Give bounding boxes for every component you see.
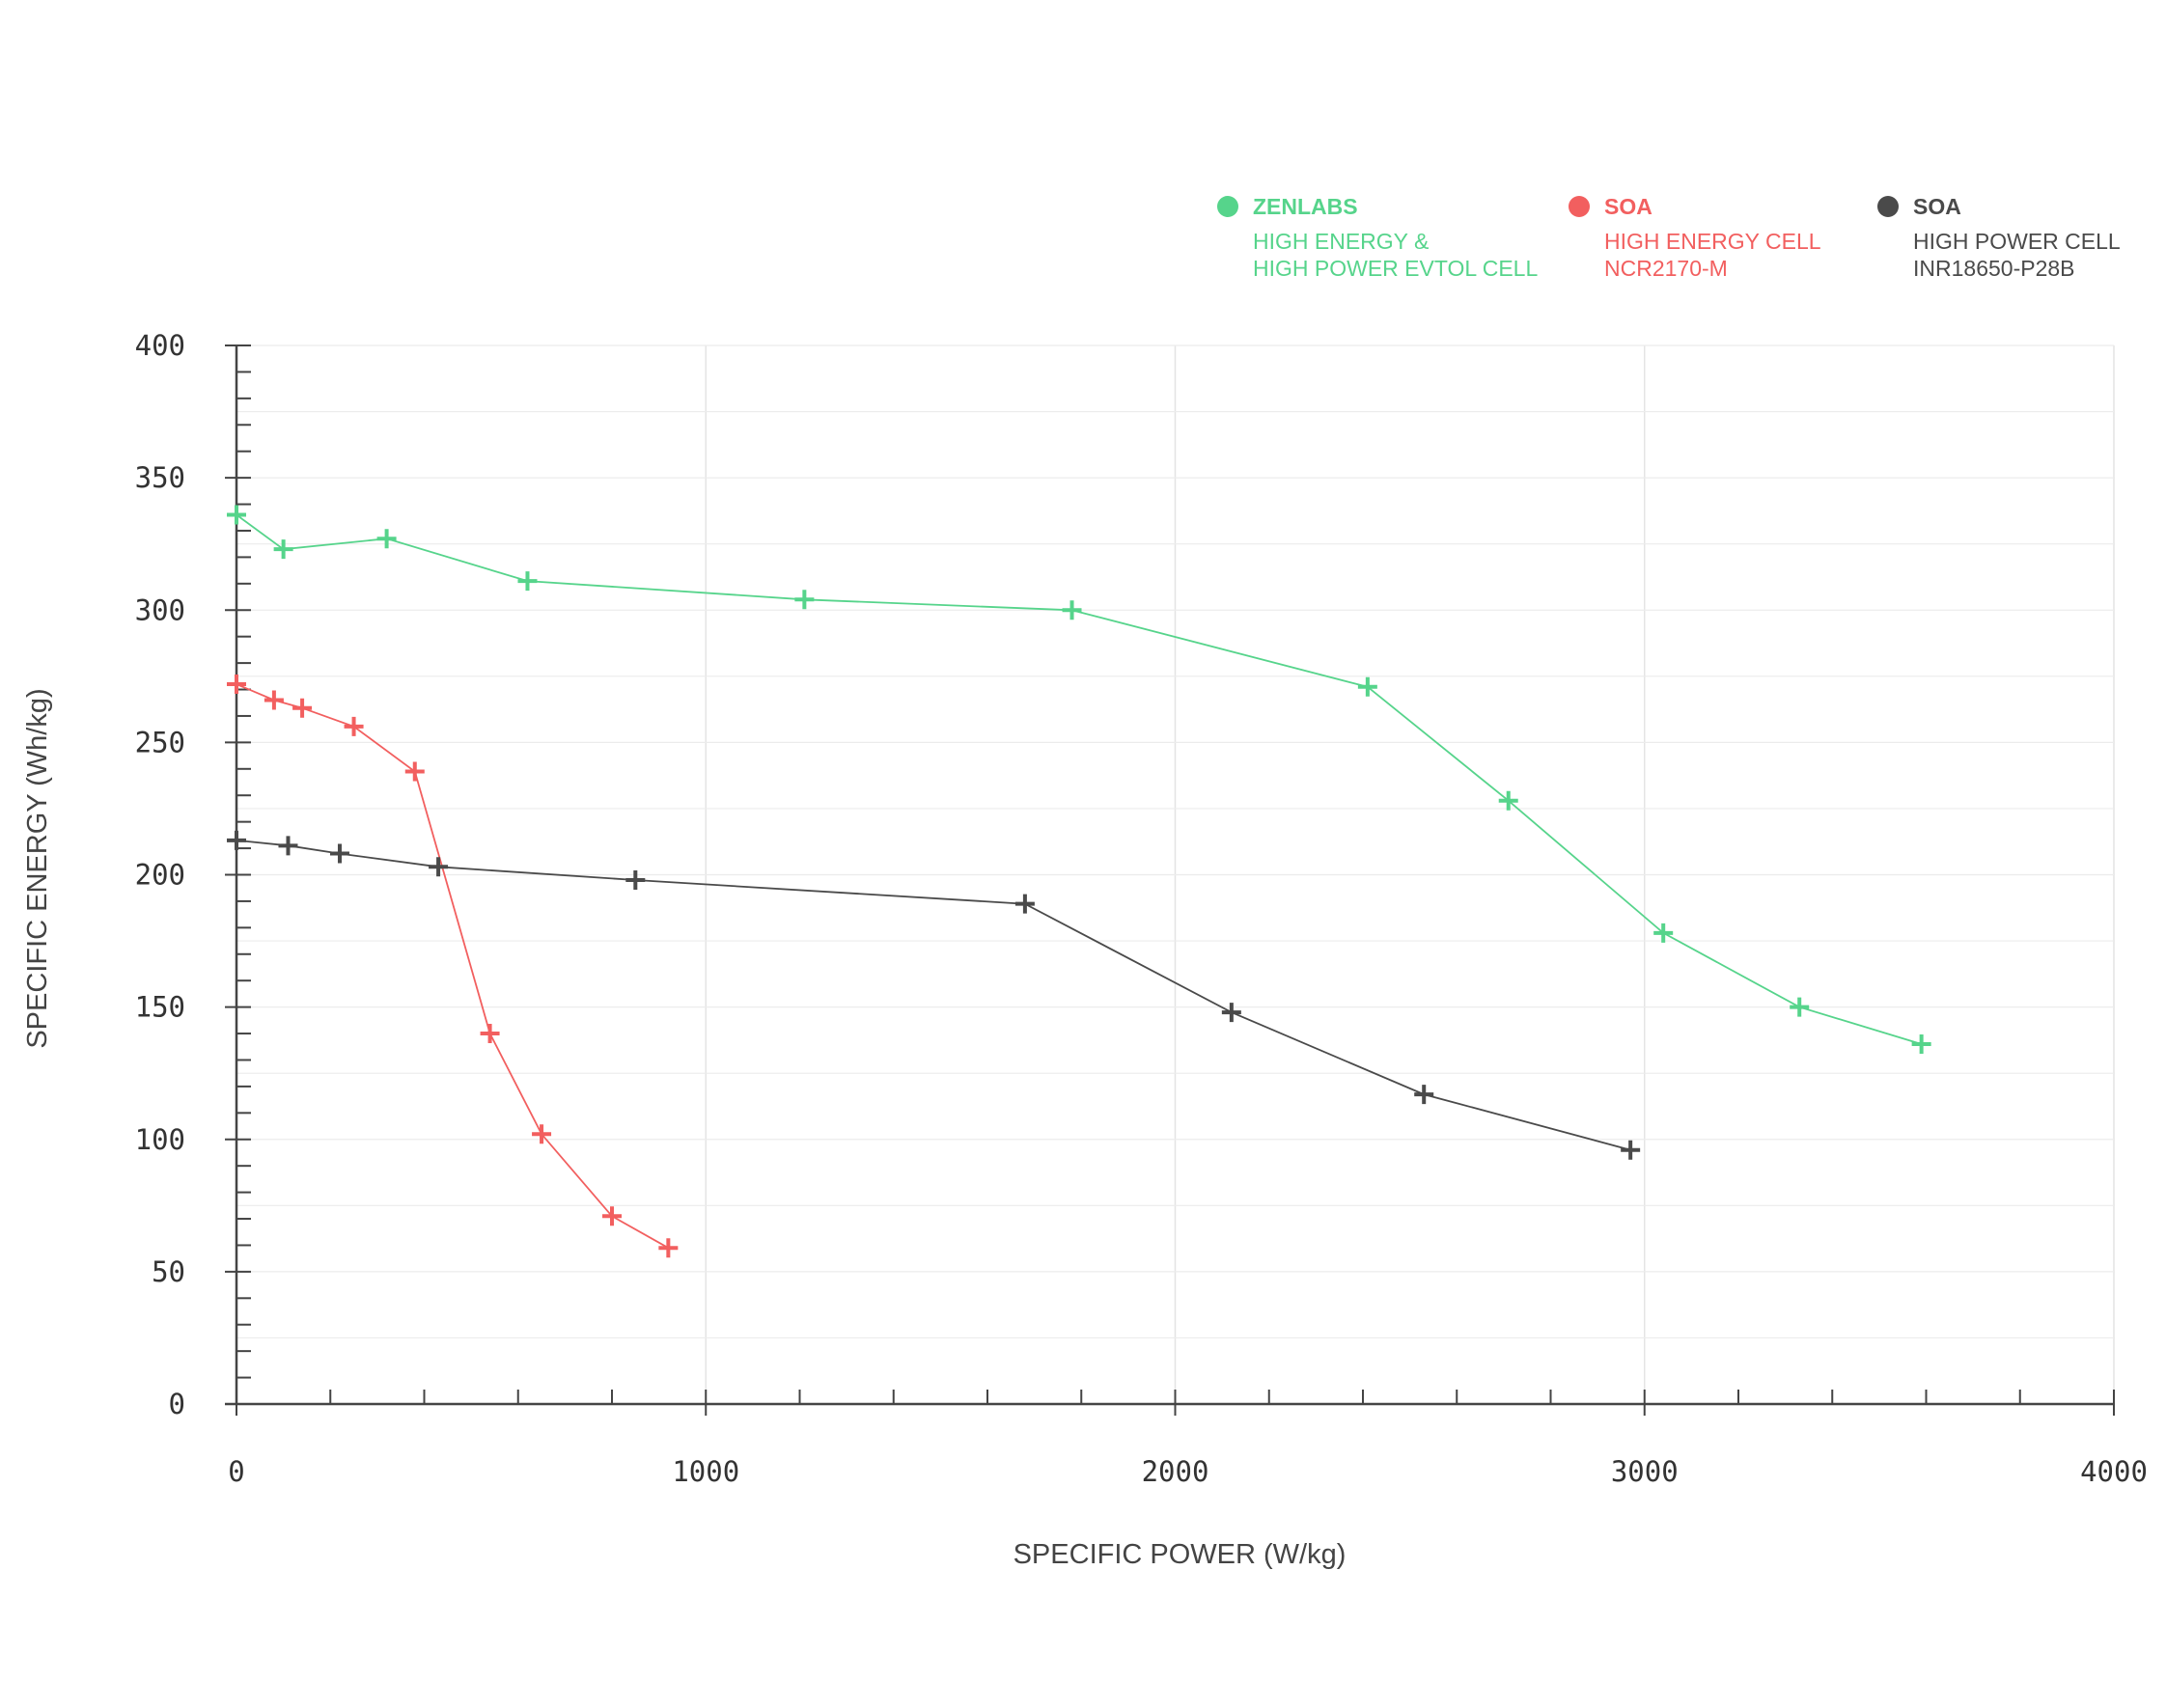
data-point-marker	[625, 869, 646, 890]
legend: ZENLABS HIGH ENERGY &HIGH POWER EVTOL CEL…	[1217, 194, 2121, 281]
data-point-marker	[794, 590, 815, 610]
series-line	[236, 513, 1922, 1045]
x-tick-label: 0	[228, 1455, 244, 1488]
y-tick-label: 100	[135, 1123, 185, 1156]
data-point-marker	[429, 857, 449, 877]
x-axis-label: SPECIFIC POWER (W/kg)	[1014, 1539, 1347, 1570]
data-point-marker	[273, 539, 293, 560]
legend-series-name: SOA	[1913, 194, 1961, 219]
series-line	[236, 683, 669, 1249]
data-point-marker	[480, 1024, 500, 1044]
data-point-marker	[227, 830, 246, 850]
data-point-marker	[658, 1238, 679, 1258]
y-axis-label: SPECIFIC ENERGY (Wh/kg)	[22, 688, 53, 1048]
legend-series-description: INR18650-P28B	[1913, 256, 2075, 281]
data-point-marker	[292, 698, 313, 718]
legend-series-name: SOA	[1604, 194, 1652, 219]
data-point-marker	[227, 505, 246, 525]
y-tick-label: 0	[169, 1388, 185, 1420]
axes	[225, 344, 2115, 1416]
legend-color-dot	[1569, 196, 1590, 217]
data-point-marker	[1221, 1003, 1241, 1023]
data-point-marker	[1062, 600, 1082, 620]
grid-lines	[236, 344, 2115, 1404]
data-point-marker	[278, 836, 298, 856]
data-point-marker	[264, 690, 284, 710]
y-tick-label: 300	[135, 593, 185, 626]
series-line	[236, 839, 1631, 1151]
series-group	[227, 505, 1931, 1258]
legend-series-description: HIGH POWER EVTOL CELL	[1253, 256, 1538, 281]
data-point-marker	[227, 675, 246, 695]
data-point-marker	[1790, 997, 1810, 1017]
y-tick-label: 250	[135, 726, 185, 758]
data-point-marker	[1911, 1034, 1931, 1055]
legend-series-name: ZENLABS	[1253, 194, 1358, 219]
data-point-marker	[404, 761, 425, 782]
data-point-marker	[532, 1124, 552, 1144]
legend-series-description: NCR2170-M	[1604, 256, 1728, 281]
x-tick-label: 1000	[672, 1455, 739, 1488]
data-point-marker	[1498, 790, 1518, 811]
data-point-marker	[517, 571, 538, 592]
data-point-marker	[1653, 923, 1674, 943]
data-point-marker	[602, 1206, 622, 1226]
legend-series-description: HIGH POWER CELL	[1913, 229, 2121, 254]
data-point-marker	[329, 843, 349, 864]
data-point-marker	[344, 716, 364, 736]
legend-color-dot	[1217, 196, 1238, 217]
series-3	[227, 830, 1641, 1160]
x-tick-label: 4000	[2080, 1455, 2148, 1488]
data-point-marker	[1014, 894, 1035, 914]
legend-series-description: HIGH ENERGY &	[1253, 229, 1429, 254]
series-1	[227, 505, 1931, 1055]
data-point-marker	[1357, 676, 1377, 697]
x-tick-label: 2000	[1142, 1455, 1209, 1488]
y-tick-label: 400	[135, 329, 185, 362]
x-tick-label: 3000	[1611, 1455, 1679, 1488]
y-tick-label: 50	[152, 1255, 185, 1288]
legend-series-description: HIGH ENERGY CELL	[1604, 229, 1821, 254]
data-point-marker	[1621, 1140, 1641, 1160]
y-tick-label: 200	[135, 859, 185, 892]
data-point-marker	[376, 529, 397, 549]
y-tick-label: 350	[135, 461, 185, 494]
y-tick-label: 150	[135, 991, 185, 1024]
legend-color-dot	[1877, 196, 1899, 217]
data-point-marker	[1414, 1085, 1434, 1105]
series-2	[227, 675, 679, 1258]
legend-entry-1: ZENLABS HIGH ENERGY &HIGH POWER EVTOL CEL…	[1217, 194, 1538, 281]
